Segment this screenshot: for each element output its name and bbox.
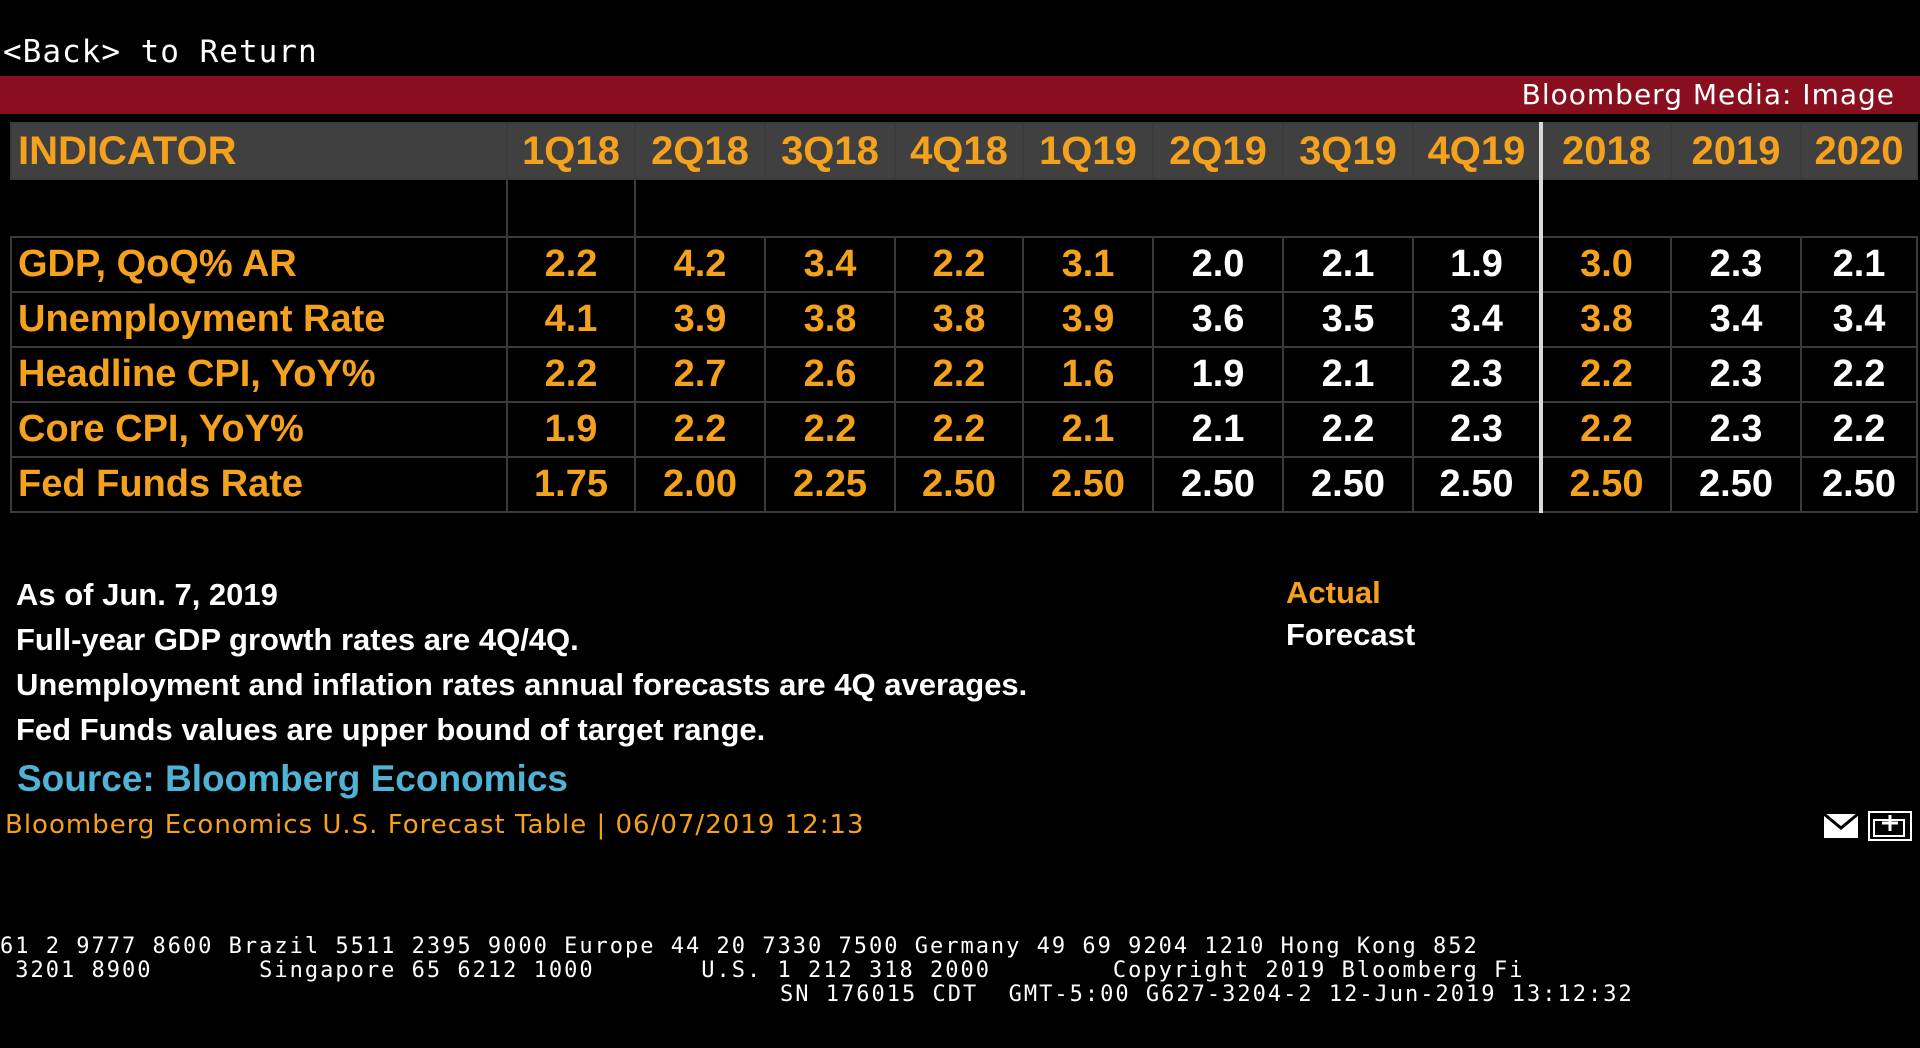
table-row: GDP, QoQ% AR 2.2 4.2 3.4 2.2 3.1 2.0 2.1 1.9 3.0 2… bbox=[10, 236, 1918, 293]
table-cell: 2.2 bbox=[764, 401, 896, 458]
table-row: Headline CPI, YoY% 2.2 2.7 2.6 2.2 1.6 1.9 2.1 2… bbox=[10, 346, 1918, 403]
column-header: 2019 bbox=[1670, 122, 1802, 180]
table-cell: 2.2 bbox=[1800, 401, 1918, 458]
table-header-row: INDICATOR 1Q18 2Q18 3Q18 4Q18 1Q19 2Q19 … bbox=[10, 122, 1918, 180]
table-cell: 3.4 bbox=[1412, 291, 1542, 348]
table-cell: 2.1 bbox=[1282, 346, 1414, 403]
table-cell: 2.50 bbox=[1800, 456, 1918, 513]
table-cell: 3.9 bbox=[634, 291, 766, 348]
table-cell: 3.5 bbox=[1282, 291, 1414, 348]
table-cell: 2.3 bbox=[1412, 401, 1542, 458]
row-label: Fed Funds Rate bbox=[10, 456, 508, 513]
row-label: Headline CPI, YoY% bbox=[10, 346, 508, 403]
table-cell: 2.50 bbox=[1670, 456, 1802, 513]
image-caption: Bloomberg Economics U.S. Forecast Table … bbox=[5, 810, 865, 840]
table-cell: 2.1 bbox=[1152, 401, 1284, 458]
table-cell: 2.6 bbox=[764, 346, 896, 403]
forecast-table: INDICATOR 1Q18 2Q18 3Q18 4Q18 1Q19 2Q19 … bbox=[10, 122, 1918, 513]
table-cell: 2.1 bbox=[1282, 236, 1414, 293]
source-label: Source: Bloomberg Economics bbox=[17, 758, 568, 799]
note-line: Fed Funds values are upper bound of targ… bbox=[16, 712, 766, 747]
table-cell: 2.50 bbox=[894, 456, 1024, 513]
table-cell: 4.1 bbox=[506, 291, 636, 348]
table-cell: 2.2 bbox=[1282, 401, 1414, 458]
ticker-line: 3201 8900 Singapore 65 6212 1000 U.S. 1 … bbox=[0, 958, 1525, 983]
table-cell: 3.8 bbox=[764, 291, 896, 348]
table-cell: 2.2 bbox=[506, 346, 636, 403]
column-header: 3Q18 bbox=[764, 122, 896, 180]
row-label: GDP, QoQ% AR bbox=[10, 236, 508, 293]
table-cell: 3.8 bbox=[1539, 291, 1672, 348]
spacer-row bbox=[10, 178, 1918, 238]
table-cell: 2.1 bbox=[1022, 401, 1154, 458]
column-header: 4Q18 bbox=[894, 122, 1024, 180]
ticker-line: 61 2 9777 8600 Brazil 5511 2395 9000 Eur… bbox=[0, 934, 1479, 959]
table-cell: 2.50 bbox=[1152, 456, 1284, 513]
table-cell: 3.8 bbox=[894, 291, 1024, 348]
table-cell: 1.9 bbox=[1412, 236, 1542, 293]
table-cell: 2.3 bbox=[1412, 346, 1542, 403]
table-cell: 2.7 bbox=[634, 346, 766, 403]
table-row: Fed Funds Rate 1.75 2.00 2.25 2.50 2.50 2.50 2.… bbox=[10, 456, 1918, 513]
table-cell: 3.4 bbox=[764, 236, 896, 293]
add-panel-icon[interactable] bbox=[1868, 811, 1912, 841]
column-header: INDICATOR bbox=[10, 122, 508, 180]
table-cell: 2.50 bbox=[1282, 456, 1414, 513]
table-cell: 2.2 bbox=[894, 401, 1024, 458]
table-row: Core CPI, YoY% 1.9 2.2 2.2 2.2 2.1 2.1 2.2 2.3 2.… bbox=[10, 401, 1918, 458]
table-cell: 1.9 bbox=[506, 401, 636, 458]
notes: As of Jun. 7, 2019 Full-year GDP growth … bbox=[16, 572, 1027, 752]
table-cell: 2.2 bbox=[894, 236, 1024, 293]
legend-forecast: Forecast bbox=[1286, 617, 1416, 652]
column-header: 1Q19 bbox=[1022, 122, 1154, 180]
note-line: As of Jun. 7, 2019 bbox=[16, 577, 278, 612]
row-label: Core CPI, YoY% bbox=[10, 401, 508, 458]
table-cell: 3.0 bbox=[1539, 236, 1672, 293]
table-cell: 3.9 bbox=[1022, 291, 1154, 348]
column-header: 2020 bbox=[1800, 122, 1918, 180]
table-cell: 4.2 bbox=[634, 236, 766, 293]
table-cell: 1.9 bbox=[1152, 346, 1284, 403]
back-link[interactable]: <Back> to Return bbox=[3, 34, 318, 70]
table-row: Unemployment Rate 4.1 3.9 3.8 3.8 3.9 3.6 3.5 3.… bbox=[10, 291, 1918, 348]
table-cell: 2.0 bbox=[1152, 236, 1284, 293]
table-cell: 2.2 bbox=[1800, 346, 1918, 403]
window-title: Bloomberg Media: Image bbox=[1521, 78, 1895, 111]
table-cell: 3.4 bbox=[1800, 291, 1918, 348]
table-cell: 2.2 bbox=[1539, 401, 1672, 458]
column-header: 3Q19 bbox=[1282, 122, 1414, 180]
table-cell: 3.6 bbox=[1152, 291, 1284, 348]
column-header: 2Q18 bbox=[634, 122, 766, 180]
table-cell: 3.4 bbox=[1670, 291, 1802, 348]
table-cell: 2.2 bbox=[634, 401, 766, 458]
table-cell: 2.2 bbox=[506, 236, 636, 293]
title-bar: Bloomberg Media: Image bbox=[0, 76, 1920, 114]
legend: Actual Forecast bbox=[1286, 572, 1415, 656]
table-cell: 3.1 bbox=[1022, 236, 1154, 293]
table-cell: 1.75 bbox=[506, 456, 636, 513]
forecast-image: INDICATOR 1Q18 2Q18 3Q18 4Q18 1Q19 2Q19 … bbox=[0, 114, 1920, 804]
table-cell: 1.6 bbox=[1022, 346, 1154, 403]
table-cell: 2.3 bbox=[1670, 346, 1802, 403]
note-line: Unemployment and inflation rates annual … bbox=[16, 667, 1028, 702]
table-cell: 2.3 bbox=[1670, 401, 1802, 458]
note-line: Full-year GDP growth rates are 4Q/4Q. bbox=[16, 622, 579, 657]
mail-icon[interactable] bbox=[1823, 813, 1859, 839]
table-cell: 2.50 bbox=[1022, 456, 1154, 513]
table-cell: 2.50 bbox=[1412, 456, 1542, 513]
row-label: Unemployment Rate bbox=[10, 291, 508, 348]
column-header: 1Q18 bbox=[506, 122, 636, 180]
ticker-line: SN 176015 CDT GMT-5:00 G627-3204-2 12-Ju… bbox=[780, 982, 1634, 1007]
table-cell: 2.25 bbox=[764, 456, 896, 513]
table-cell: 2.00 bbox=[634, 456, 766, 513]
table-cell: 2.2 bbox=[894, 346, 1024, 403]
table-cell: 2.3 bbox=[1670, 236, 1802, 293]
column-header: 4Q19 bbox=[1412, 122, 1542, 180]
table-cell: 2.50 bbox=[1539, 456, 1672, 513]
table-cell: 2.1 bbox=[1800, 236, 1918, 293]
legend-actual: Actual bbox=[1286, 575, 1381, 610]
table-cell: 2.2 bbox=[1539, 346, 1672, 403]
column-header: 2Q19 bbox=[1152, 122, 1284, 180]
column-header: 2018 bbox=[1539, 122, 1672, 180]
